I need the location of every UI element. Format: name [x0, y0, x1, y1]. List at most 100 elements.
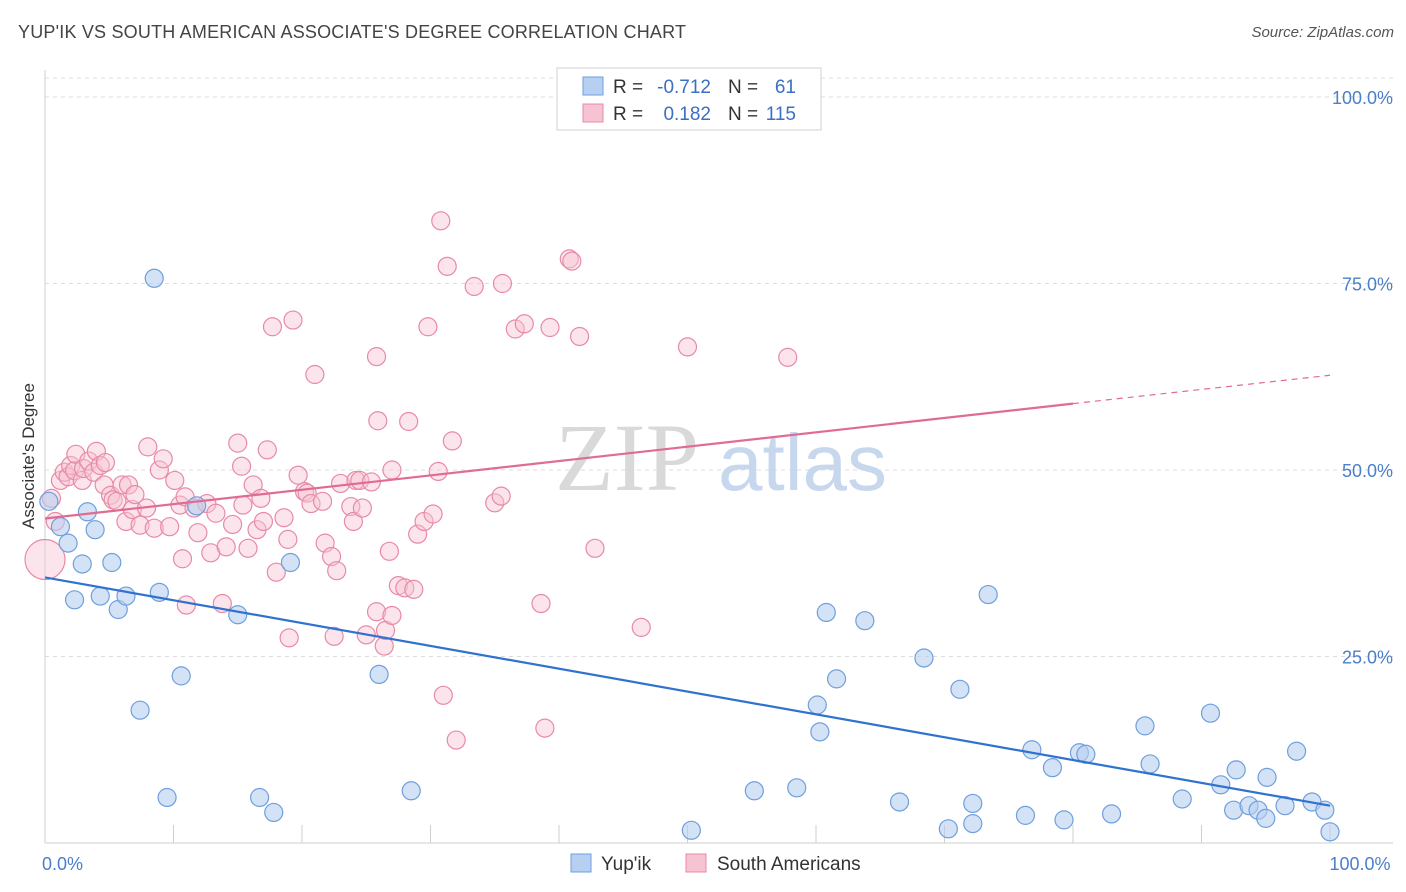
trend-lines — [44, 374, 1331, 807]
south-americans-point-36 — [176, 595, 196, 615]
south-americans-point-110 — [562, 251, 582, 271]
yupik-r-value: -0.712 — [657, 77, 711, 98]
yupik-point-16 — [187, 496, 207, 516]
south-americans-point-28 — [144, 518, 164, 538]
yupik-point-17 — [228, 605, 248, 625]
south-americans-point-31 — [160, 517, 180, 537]
yupik-point-44 — [1101, 804, 1122, 824]
legend-south-americans-swatch — [685, 853, 707, 873]
yupik-point-23 — [681, 820, 701, 840]
south-americans-point-60 — [288, 465, 308, 485]
yupik-swatch — [582, 76, 604, 96]
yupik-point-8 — [102, 552, 122, 573]
yupik-point-12 — [144, 268, 164, 288]
south-americans-r-label: R = — [613, 104, 643, 125]
south-americans-point-38 — [188, 523, 208, 543]
yupik-n-value: 61 — [775, 77, 796, 98]
yupik-point-26 — [807, 695, 827, 715]
south-americans-point-99 — [446, 730, 466, 750]
yupik-point-33 — [938, 819, 958, 839]
yupik-point-18 — [249, 787, 270, 808]
south-americans-point-48 — [238, 538, 258, 558]
south-americans-point-104 — [505, 319, 525, 339]
south-americans-point-97 — [437, 256, 457, 276]
south-americans-r-value: 0.182 — [663, 104, 711, 125]
south-americans-point-105 — [514, 314, 534, 334]
south-americans-point-94 — [428, 461, 448, 482]
yupik-point-4 — [72, 554, 92, 574]
south-americans-point-53 — [257, 440, 277, 460]
yupik-point-54 — [1256, 808, 1276, 828]
south-americans-point-16 — [95, 452, 115, 473]
yupik-point-11 — [130, 700, 150, 720]
yupik-point-51 — [1226, 760, 1246, 780]
south-americans-point-21 — [116, 511, 136, 532]
south-americans-point-22 — [118, 475, 139, 495]
south-americans-n-value: 115 — [766, 104, 796, 125]
yupik-point-3 — [64, 590, 85, 610]
south-americans-point-69 — [327, 561, 347, 581]
yupik-point-35 — [963, 814, 983, 834]
yupik-point-29 — [826, 669, 847, 689]
y-tick-label-2: 50.0% — [1342, 461, 1393, 481]
yupik-point-22 — [401, 781, 421, 801]
yupik-point-0 — [39, 491, 59, 511]
yupik-point-37 — [978, 584, 998, 605]
south-americans-point-30 — [153, 449, 173, 469]
axes — [44, 70, 1393, 844]
y-tick-label-0: 100.0% — [1332, 88, 1393, 108]
yupik-point-57 — [1286, 741, 1307, 761]
south-americans-n-label: N = — [728, 104, 758, 125]
watermark: ZIP atlas — [555, 404, 887, 511]
stats-legend: R = -0.712 N = 61 R = 0.182 N = 115 — [556, 67, 822, 131]
yupik-point-60 — [1320, 822, 1340, 842]
south-americans-point-72 — [343, 511, 363, 532]
south-americans-point-103 — [492, 273, 513, 294]
yupik-point-46 — [1140, 754, 1160, 774]
yupik-point-21 — [369, 664, 389, 685]
chart-title: YUP'IK VS SOUTH AMERICAN ASSOCIATE'S DEG… — [18, 22, 687, 42]
south-americans-point-11 — [79, 451, 99, 471]
south-americans-point-102 — [491, 486, 511, 506]
south-americans-point-56 — [274, 508, 294, 528]
legend-south-americans-label: South Americans — [717, 854, 861, 875]
y-tick-label-3: 25.0% — [1342, 648, 1393, 668]
south-americans-point-106 — [531, 593, 551, 614]
south-americans-point-14 — [90, 455, 110, 476]
south-americans-point-114 — [677, 337, 698, 357]
yupik-point-45 — [1135, 716, 1155, 736]
south-americans-point-46 — [232, 456, 252, 476]
x-tick-label-1: 100.0% — [1329, 854, 1390, 874]
south-americans-point-84 — [368, 411, 388, 431]
south-americans-point-54 — [262, 317, 283, 337]
south-americans-point-107 — [535, 718, 555, 738]
y-axis-label: Associate's Degree — [19, 383, 38, 529]
y-tick-label-1: 75.0% — [1342, 275, 1393, 295]
south-americans-point-32 — [165, 470, 185, 491]
yupik-r-label: R = — [613, 77, 643, 98]
south-americans-point-100 — [464, 276, 484, 297]
south-americans-point-75 — [352, 498, 372, 518]
yupik-point-36 — [963, 793, 983, 814]
yupik-point-47 — [1172, 789, 1192, 809]
south-americans-point-25 — [130, 515, 150, 535]
south-americans-point-95 — [431, 211, 451, 231]
south-americans-point-89 — [404, 579, 424, 599]
yupik-point-20 — [280, 552, 301, 573]
south-americans-point-27 — [138, 437, 158, 457]
yupik-point-2 — [58, 533, 78, 553]
south-americans-point-109 — [559, 249, 579, 269]
y-tick-labels: 100.0% 75.0% 50.0% 25.0% — [1332, 88, 1393, 668]
south-americans-point-96 — [433, 685, 453, 705]
south-americans-point-98 — [442, 431, 462, 451]
south-americans-swatch — [582, 103, 604, 123]
yupik-point-34 — [950, 679, 970, 699]
yupik-point-24 — [744, 781, 764, 801]
yupik-point-41 — [1054, 810, 1074, 830]
yupik-point-38 — [1015, 805, 1036, 825]
yupik-point-55 — [1257, 767, 1277, 787]
yupik-point-6 — [85, 520, 105, 540]
yupik-point-28 — [816, 602, 836, 623]
south-americans-point-115 — [778, 347, 798, 367]
south-americans-point-47 — [233, 495, 253, 515]
